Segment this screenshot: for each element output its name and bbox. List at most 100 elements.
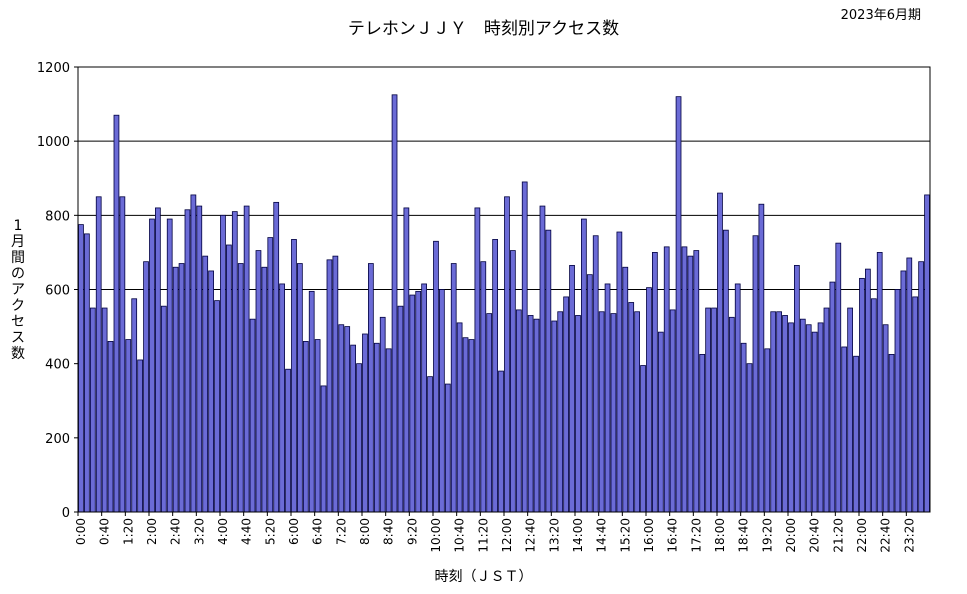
bar [563, 296, 569, 513]
bar [368, 263, 374, 513]
bar [344, 326, 351, 513]
y-tick-label: 0 [62, 506, 70, 521]
x-tick-label: 4:00 [216, 518, 230, 545]
bar [764, 348, 771, 513]
bar [575, 315, 581, 513]
bar [166, 218, 173, 513]
bar [379, 316, 386, 513]
x-tick-label: 16:40 [666, 518, 680, 553]
bar [527, 315, 534, 513]
y-axis-label: 1月間のアクセス数 [11, 218, 25, 362]
bar [717, 192, 723, 513]
x-tick-label: 22:40 [879, 518, 893, 553]
x-tick-label: 20:00 [784, 518, 798, 553]
bar [592, 235, 599, 513]
bar [373, 342, 380, 513]
bar [835, 242, 842, 513]
x-tick-label: 10:00 [429, 518, 443, 553]
y-tick-label: 1200 [37, 61, 70, 76]
bar [409, 294, 416, 513]
bar [882, 324, 889, 513]
bar [95, 196, 102, 513]
bar [332, 255, 339, 513]
bar [450, 263, 457, 513]
x-tick-label: 16:00 [642, 518, 656, 553]
bar [521, 181, 528, 513]
bar [515, 309, 522, 513]
bar [841, 346, 848, 513]
bar [823, 307, 830, 513]
bar [84, 233, 90, 513]
bar [628, 302, 635, 513]
y-tick-label: 800 [45, 209, 70, 224]
bar [705, 307, 711, 513]
x-tick-label: 7:20 [334, 518, 348, 545]
bar [663, 246, 670, 513]
bar [900, 270, 907, 513]
bar [456, 322, 463, 513]
bar [391, 94, 398, 513]
x-tick-label: 17:20 [689, 518, 703, 553]
bar [356, 363, 362, 513]
bar [569, 264, 575, 513]
bar [746, 363, 753, 513]
x-tick-label: 11:20 [476, 518, 490, 553]
bar [302, 341, 309, 513]
bar [859, 277, 865, 513]
bar [196, 205, 203, 513]
x-tick-label: 22:00 [855, 518, 869, 553]
bar [492, 239, 498, 513]
bar [462, 337, 469, 513]
bar [255, 250, 262, 513]
x-tick-label: 12:00 [500, 518, 514, 553]
x-tick-label: 0:00 [74, 518, 88, 545]
y-tick-label: 1000 [37, 135, 70, 150]
x-tick-label: 2:00 [145, 518, 159, 545]
bar [439, 289, 445, 513]
bar [817, 322, 824, 513]
bar [237, 263, 244, 513]
x-tick-label: 14:00 [571, 518, 585, 553]
bar [486, 313, 493, 513]
x-tick-label: 1:20 [121, 518, 135, 545]
bar [397, 305, 404, 513]
bar [799, 318, 806, 513]
bar [403, 207, 410, 513]
bar [634, 311, 640, 513]
bar [586, 274, 593, 513]
bar [314, 339, 321, 513]
bar [143, 261, 149, 513]
bar [362, 333, 368, 513]
x-tick-label: 12:40 [524, 518, 538, 553]
bar [870, 298, 877, 513]
y-tick-label: 200 [45, 432, 70, 447]
bar [155, 207, 161, 513]
bar [865, 268, 871, 513]
bar [338, 324, 345, 513]
bar [640, 365, 646, 513]
bar [285, 368, 291, 513]
bar [894, 289, 901, 513]
bar [78, 224, 84, 513]
bar [752, 235, 759, 513]
x-tick-label: 5:20 [263, 518, 277, 545]
bar [794, 264, 800, 513]
bar [847, 307, 853, 513]
bar [231, 211, 238, 513]
x-tick-label: 0:40 [98, 518, 112, 545]
bar [805, 324, 812, 513]
x-tick-label: 2:40 [169, 518, 183, 545]
bar [444, 383, 451, 513]
bar [758, 203, 765, 513]
bar [119, 196, 126, 513]
bar [616, 231, 623, 513]
x-axis-label: 時刻（ＪＳＴ） [434, 569, 533, 585]
bar [598, 311, 605, 513]
bar [297, 263, 303, 513]
bar [308, 290, 315, 513]
bar [474, 207, 481, 513]
bar [172, 266, 179, 513]
bar [740, 342, 747, 513]
bar [214, 300, 220, 513]
bar [504, 196, 510, 513]
